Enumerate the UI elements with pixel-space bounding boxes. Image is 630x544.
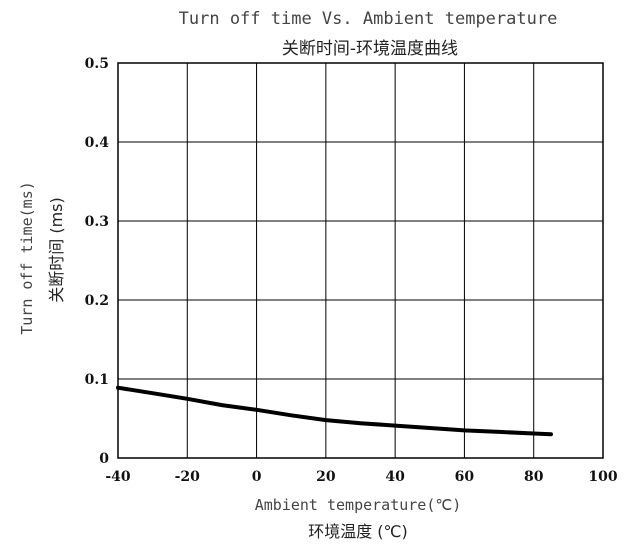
- grid: [118, 63, 603, 458]
- series-line: [116, 385, 553, 437]
- x-tick-label: 0: [252, 469, 262, 485]
- y-tick-label: 0.2: [85, 293, 109, 309]
- plot-frame: [117, 62, 604, 459]
- chart-title: Turn off time Vs. Ambient temperature: [179, 9, 558, 29]
- x-tick-label: 80: [524, 469, 544, 485]
- x-tick-label: -20: [175, 469, 201, 485]
- x-tick-label: 60: [455, 469, 475, 485]
- y-tick-label: 0.1: [85, 372, 109, 388]
- y-tick-label: 0.5: [85, 56, 109, 72]
- x-axis-label: Ambient temperature(℃): [255, 496, 462, 514]
- tick-labels: -40 -20 0 20 40 60 80 100 0 0.1 0.2 0.3 0.4 0.5: [85, 56, 618, 485]
- series-layer: [116, 385, 553, 437]
- x-tick-label: 20: [316, 469, 336, 485]
- x-tick-label: 100: [588, 469, 617, 485]
- y-tick-label: 0.4: [85, 135, 110, 151]
- y-axis-label: Turn off time(ms): [18, 181, 36, 335]
- chart-subtitle: 关断时间-环境温度曲线: [282, 39, 458, 59]
- x-tick-label: -40: [105, 469, 131, 485]
- y-tick-label: 0.3: [85, 214, 109, 230]
- y-tick-label: 0: [99, 451, 109, 467]
- x-tick-label: 40: [385, 469, 405, 485]
- y-axis-label-cn: 关断时间 (ms): [47, 197, 66, 303]
- x-axis-label-cn: 环境温度 (℃): [308, 522, 408, 541]
